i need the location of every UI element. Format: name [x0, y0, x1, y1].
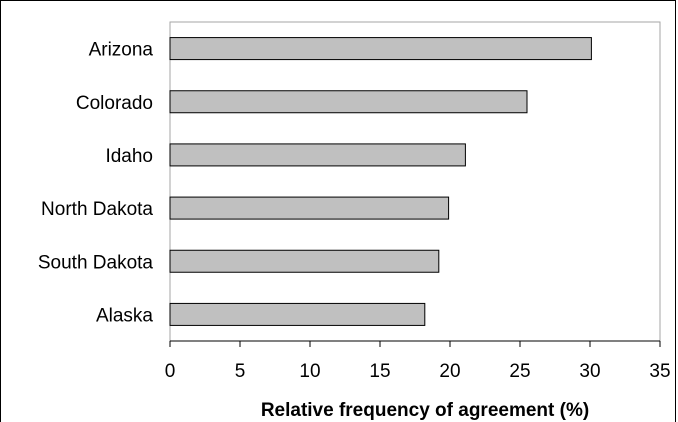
bars-group: [169, 37, 592, 326]
bar: [169, 196, 450, 220]
x-tick-label: 0: [165, 361, 176, 382]
category-label: Alaska: [96, 305, 153, 326]
category-labels: Arizona Colorado Idaho North Dakota South Da…: [38, 40, 154, 327]
bar: [169, 249, 440, 273]
category-label: North Dakota: [41, 199, 153, 220]
x-tick-label: 30: [579, 361, 600, 382]
category-label: Idaho: [105, 146, 153, 167]
x-tick-label: 10: [299, 361, 320, 382]
x-axis-ticks: 0 5 10 15 20 25 30 35: [165, 341, 671, 382]
x-tick-label: 5: [235, 361, 246, 382]
bar: [169, 143, 466, 167]
x-tick-label: 20: [439, 361, 460, 382]
bar: [169, 302, 426, 326]
category-label: Arizona: [89, 40, 154, 61]
x-tick-label: 25: [509, 361, 530, 382]
plot-area: [169, 21, 661, 342]
x-tick-label: 35: [649, 361, 670, 382]
category-label: South Dakota: [38, 252, 154, 273]
x-tick-label: 15: [369, 361, 390, 382]
x-axis-title: Relative frequency of agreement (%): [261, 400, 589, 421]
bar: [169, 90, 528, 114]
category-label: Colorado: [76, 93, 153, 114]
bar: [169, 37, 592, 61]
